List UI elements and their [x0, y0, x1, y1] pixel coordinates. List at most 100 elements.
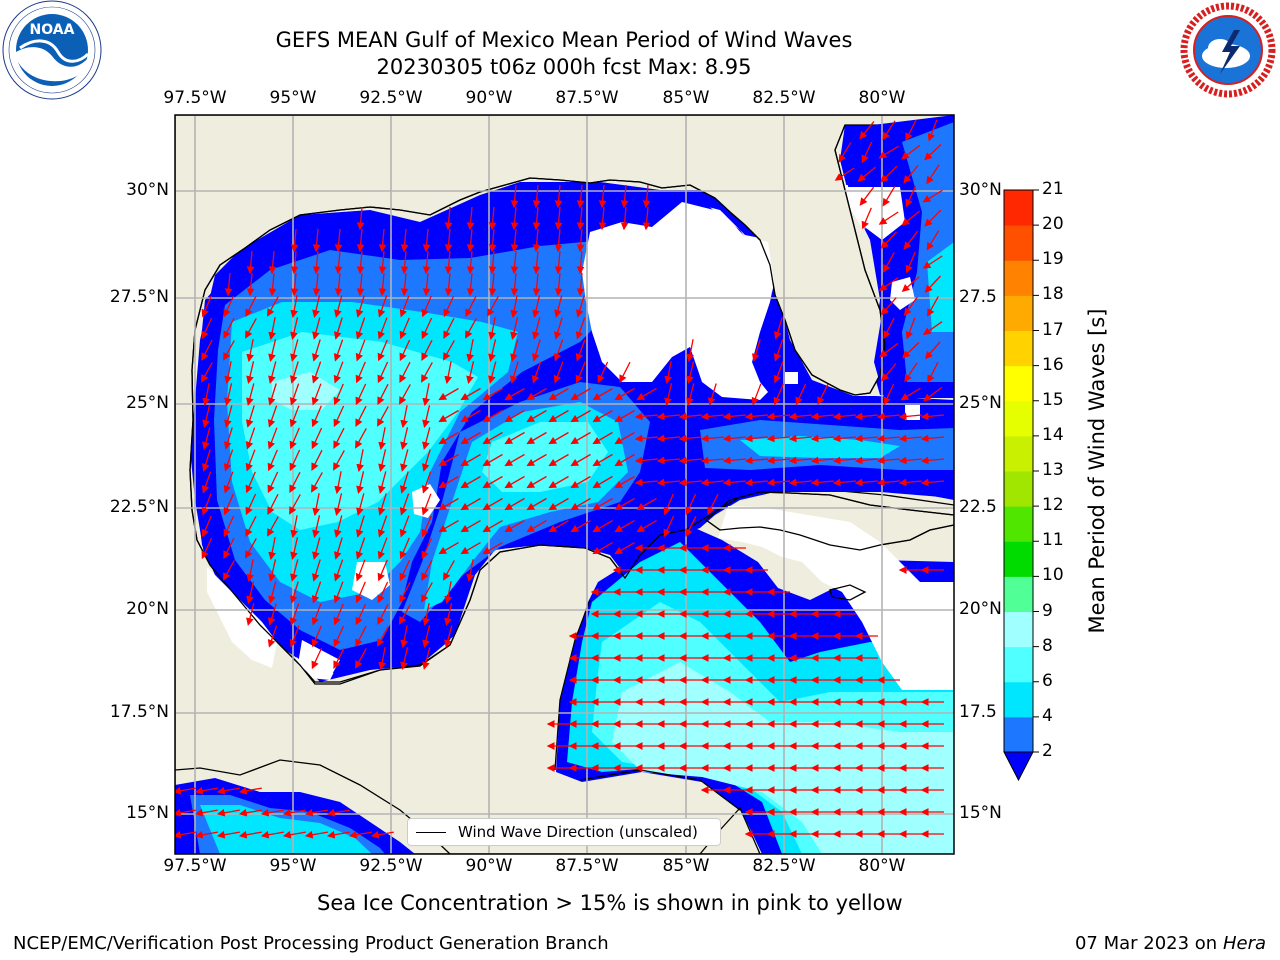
wind-wave-arrow	[438, 453, 459, 467]
wind-wave-arrow	[333, 537, 343, 560]
wind-wave-arrow	[859, 121, 875, 140]
wind-wave-arrow	[355, 515, 365, 538]
wind-wave-arrow	[355, 339, 366, 362]
wind-wave-arrow	[548, 409, 569, 423]
wind-wave-arrow	[245, 405, 255, 428]
lat-label-right: 30°N	[959, 180, 1002, 200]
wind-wave-arrow	[592, 431, 613, 445]
wind-wave-arrow	[444, 603, 453, 626]
wind-wave-arrow	[378, 449, 387, 472]
wind-wave-arrow	[378, 427, 386, 451]
wind-wave-arrow	[267, 603, 277, 626]
lon-label-bottom: 80°W	[858, 856, 906, 876]
wind-wave-arrow	[311, 383, 322, 406]
wind-wave-arrow	[678, 412, 703, 421]
wind-wave-arrow	[223, 560, 235, 581]
wind-wave-arrow	[576, 272, 585, 297]
wind-wave-arrow	[201, 449, 211, 472]
colorbar-tick-label: 16	[1042, 354, 1064, 375]
wind-wave-arrow	[202, 383, 210, 407]
wind-wave-arrow	[882, 186, 896, 207]
colorbar-block	[1004, 435, 1033, 472]
wind-wave-arrow	[348, 830, 372, 839]
wind-wave-arrow	[722, 412, 747, 421]
wind-wave-arrow	[922, 321, 943, 336]
wind-wave-arrow	[194, 786, 218, 795]
wind-wave-arrow	[488, 317, 496, 341]
wind-wave-arrow	[504, 409, 525, 423]
wind-wave-arrow	[482, 409, 503, 423]
wind-wave-arrow	[832, 412, 857, 421]
wind-wave-arrow	[460, 387, 481, 401]
wind-wave-arrow	[570, 519, 591, 533]
wind-wave-arrow	[400, 250, 409, 275]
wind-wave-arrow	[722, 434, 747, 443]
wind-wave-arrow	[421, 493, 432, 516]
wind-wave-arrow	[422, 427, 431, 450]
wind-wave-arrow	[444, 206, 453, 231]
wind-wave-arrow	[861, 141, 873, 164]
wind-wave-arrow	[399, 384, 411, 405]
wind-wave-arrow	[924, 209, 942, 227]
wind-wave-arrow	[876, 478, 901, 487]
wind-wave-arrow	[482, 387, 503, 401]
wind-wave-arrow	[377, 626, 389, 647]
wind-wave-arrow	[377, 537, 388, 560]
colorbar-tick-label: 10	[1042, 565, 1064, 586]
wind-wave-arrow	[510, 184, 519, 209]
wind-wave-arrow	[548, 387, 569, 401]
wind-wave-arrow	[636, 387, 657, 401]
wind-wave-arrow	[548, 453, 569, 467]
wind-wave-arrow	[832, 434, 857, 443]
wind-wave-arrow	[267, 516, 279, 537]
lon-label-bottom: 87.5°W	[555, 856, 619, 876]
wind-wave-arrow	[510, 206, 519, 231]
wind-wave-arrow	[267, 625, 278, 648]
wind-wave-arrow	[444, 625, 453, 648]
wind-wave-arrow	[355, 361, 366, 384]
lat-label-right: 22.5	[959, 497, 997, 517]
wind-wave-arrow	[238, 808, 262, 817]
wind-wave-arrow	[642, 184, 651, 209]
wind-wave-arrow	[854, 434, 879, 443]
wind-wave-arrow	[532, 228, 541, 253]
wind-wave-arrow	[246, 272, 255, 297]
lat-label-left: 25°N	[126, 393, 169, 413]
wind-wave-arrow	[289, 449, 301, 472]
wind-wave-arrow	[879, 342, 899, 358]
wind-wave-arrow	[245, 515, 257, 537]
wind-wave-arrow	[311, 603, 322, 626]
wind-wave-arrow	[656, 434, 681, 443]
wind-wave-arrow	[356, 206, 365, 231]
wind-wave-arrow	[744, 456, 769, 465]
wind-wave-arrow	[620, 206, 629, 231]
wind-wave-arrow	[311, 361, 322, 384]
wind-wave-arrow	[443, 317, 455, 339]
footer-machine: Hera	[1222, 933, 1266, 954]
wind-wave-arrow	[614, 541, 635, 555]
wind-wave-arrow	[817, 383, 829, 405]
wind-wave-arrow	[460, 497, 481, 511]
wind-wave-arrow	[399, 581, 411, 603]
wind-wave-arrow	[333, 581, 344, 604]
wind-wave-arrow	[510, 339, 519, 362]
wind-wave-arrow	[656, 478, 681, 487]
wind-wave-arrow	[857, 166, 876, 182]
wind-wave-arrow	[443, 340, 455, 361]
wind-wave-arrow	[356, 449, 364, 473]
lon-label-top: 92.5°W	[359, 88, 423, 108]
colorbar-block	[1004, 190, 1033, 226]
wind-wave-arrow	[175, 786, 196, 795]
colorbar-tick-label: 13	[1042, 460, 1064, 480]
wind-wave-arrow	[488, 339, 497, 362]
wind-wave-arrow	[788, 412, 813, 421]
wind-wave-arrow	[488, 250, 497, 275]
wind-wave-arrow	[926, 230, 940, 251]
wind-wave-arrow	[438, 475, 459, 489]
wind-wave-arrow	[334, 272, 343, 297]
wind-wave-arrow	[438, 431, 459, 445]
wind-wave-arrow	[290, 515, 298, 539]
wind-wave-arrow	[356, 228, 365, 253]
wind-wave-arrow	[634, 412, 659, 421]
lat-label-left: 30°N	[126, 180, 169, 200]
